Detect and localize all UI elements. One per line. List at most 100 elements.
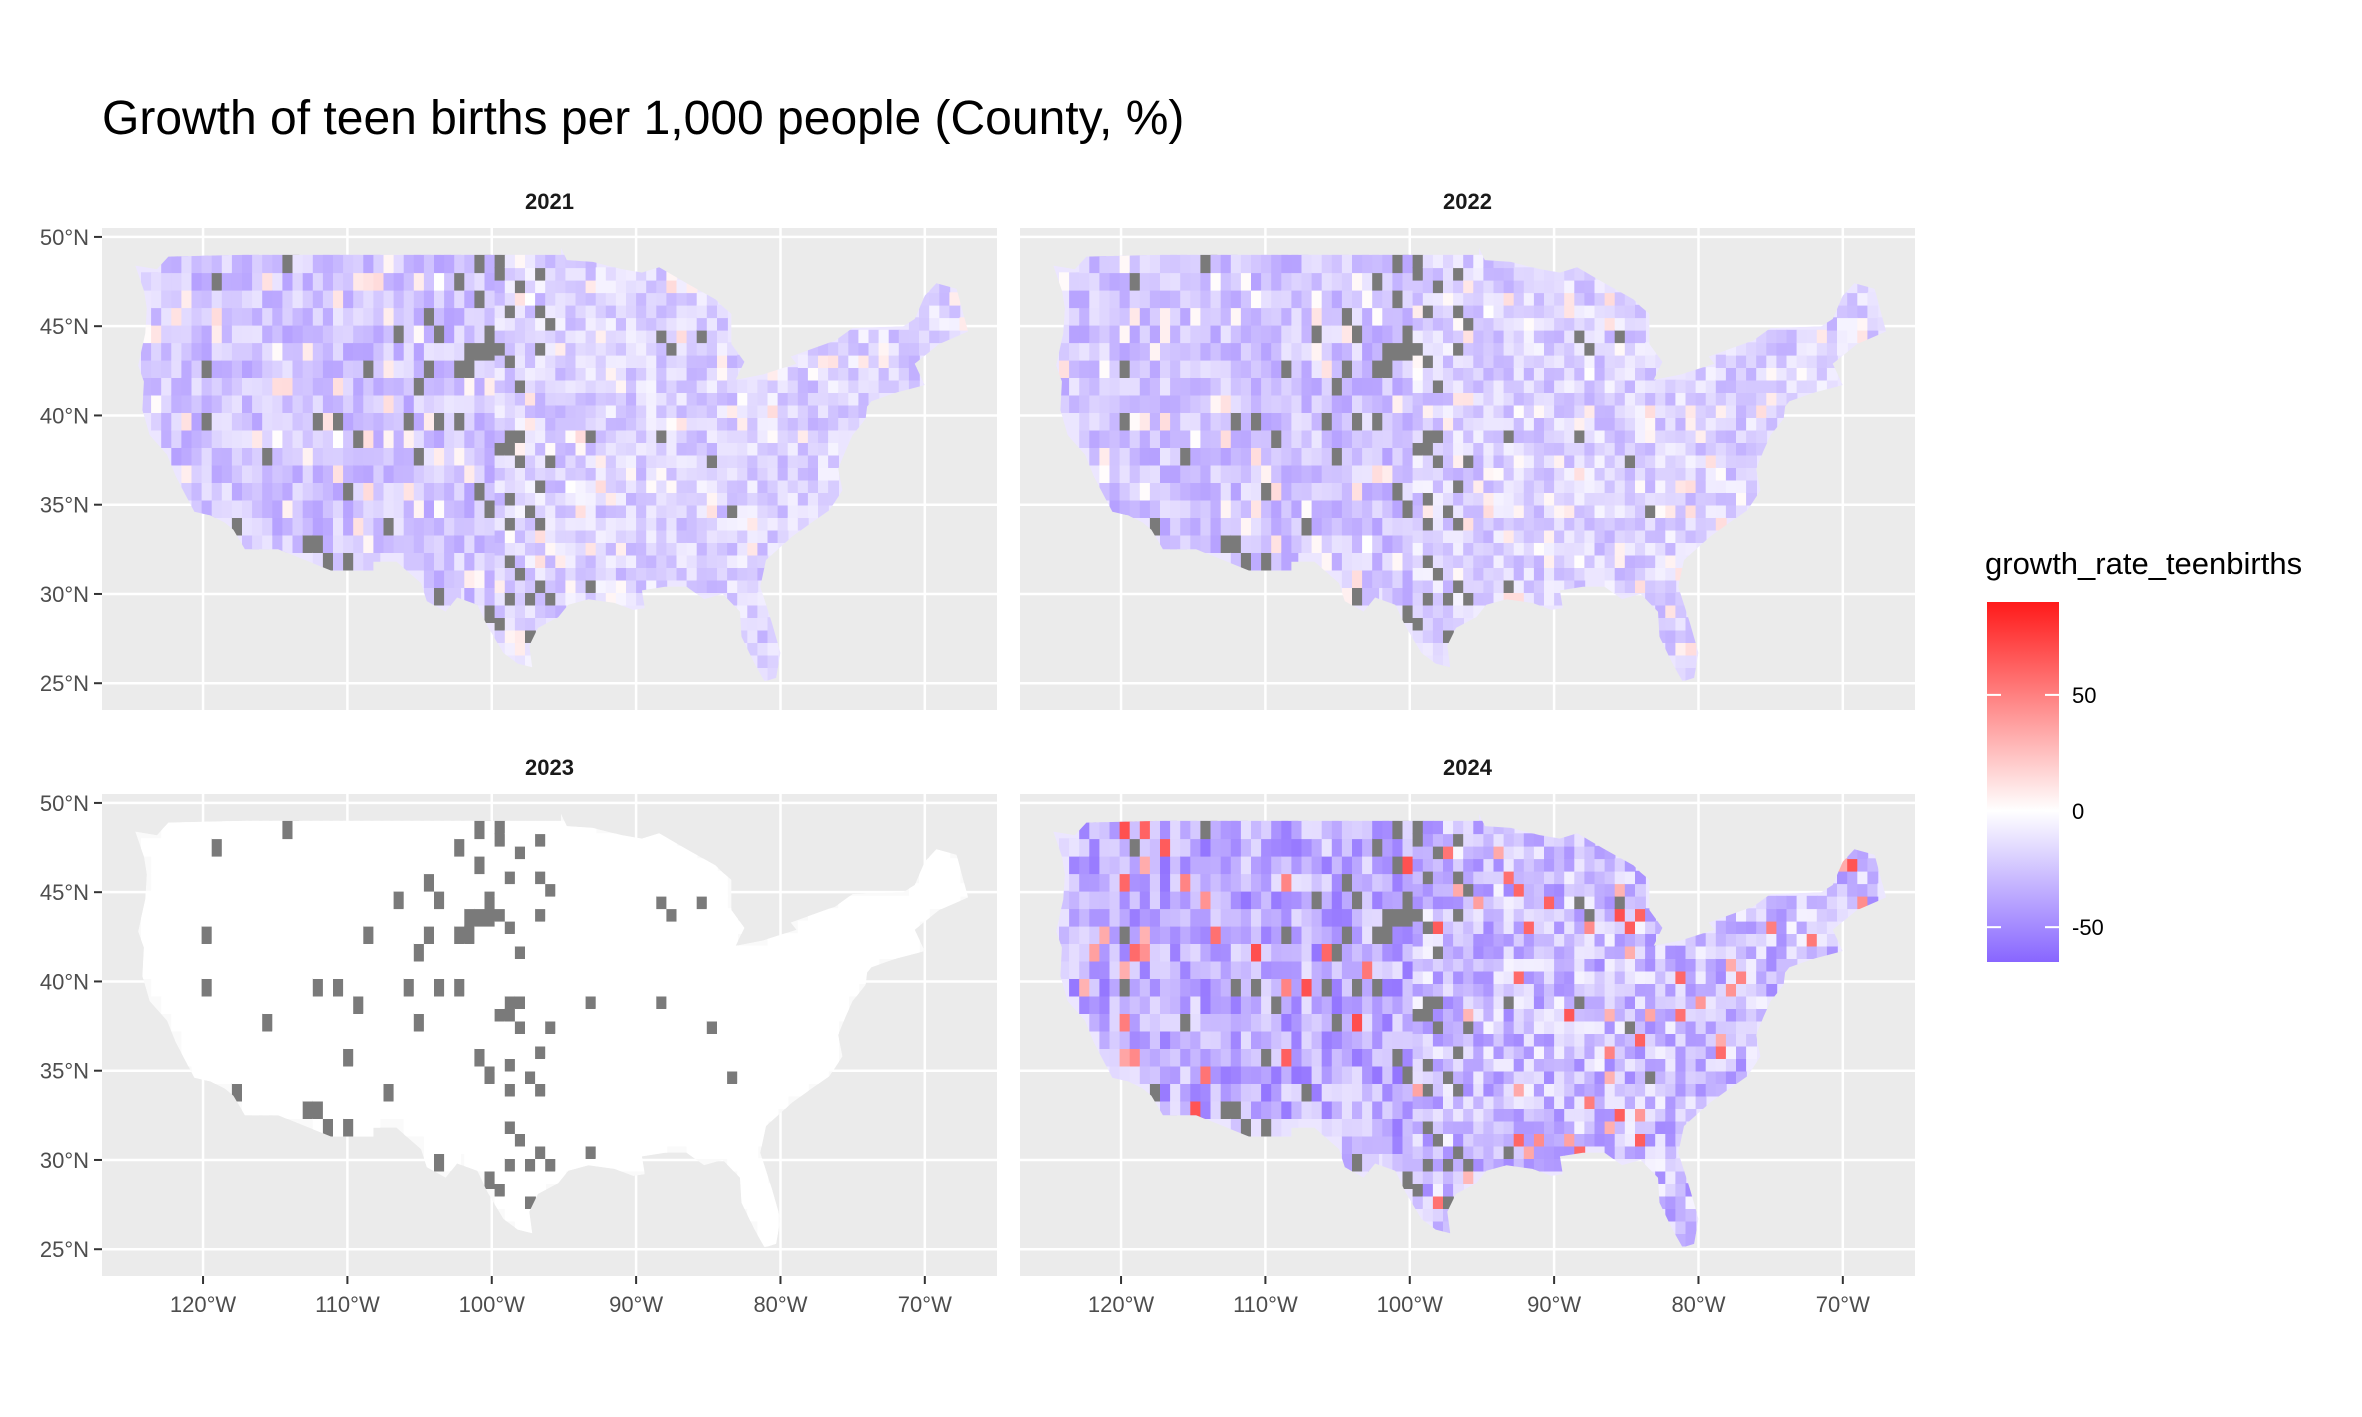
y-tick-label: 50°N	[40, 791, 89, 816]
county-cell	[494, 945, 506, 959]
county-cell	[848, 958, 860, 972]
county-cell	[1816, 329, 1828, 344]
county-cell	[595, 945, 607, 959]
county-cell	[585, 404, 597, 418]
county-cell	[535, 504, 546, 518]
county-cell	[626, 1033, 637, 1047]
county-cell	[1503, 442, 1515, 456]
county-cell	[555, 983, 567, 997]
county-cell	[595, 517, 607, 531]
county-cell	[686, 579, 698, 593]
county-cell	[666, 870, 678, 885]
county-cell	[1523, 329, 1535, 344]
county-cell	[595, 870, 607, 885]
county-cell	[545, 895, 557, 910]
county-cell	[747, 379, 759, 393]
county-cell	[1453, 417, 1464, 431]
county-cell	[646, 845, 658, 860]
county-cell	[1554, 379, 1565, 393]
county-cell	[1432, 329, 1444, 344]
county-cell	[706, 895, 718, 910]
county-cell	[717, 1058, 728, 1072]
county-cell	[535, 454, 546, 468]
county-cell	[1655, 604, 1667, 618]
county-cell	[818, 920, 829, 934]
county-cell	[646, 317, 658, 331]
county-cell	[858, 895, 870, 910]
county-cell	[1816, 342, 1828, 356]
county-cell	[797, 970, 809, 984]
county-cell	[1463, 342, 1475, 356]
county-cell	[1584, 517, 1596, 531]
county-cell	[626, 479, 637, 493]
county-cell	[535, 945, 546, 959]
county-missing	[1443, 592, 1454, 606]
county-missing	[666, 908, 678, 922]
county-cell	[646, 479, 658, 493]
county-cell	[545, 392, 557, 406]
county-cell	[787, 970, 799, 984]
county-cell	[696, 858, 708, 872]
county-cell	[1624, 492, 1636, 506]
county-cell	[747, 1195, 759, 1209]
county-cell	[757, 392, 769, 406]
county-missing	[535, 267, 546, 281]
county-cell	[1695, 417, 1707, 431]
county-cell	[585, 945, 597, 959]
county-cell	[1604, 529, 1616, 543]
county-cell	[1675, 667, 1687, 681]
county-cell	[696, 1083, 708, 1097]
county-cell	[737, 517, 749, 531]
county-cell	[1513, 354, 1525, 368]
county-cell	[595, 858, 607, 872]
county-cell	[504, 958, 516, 972]
county-cell	[1665, 429, 1677, 443]
county-cell	[504, 367, 516, 381]
county-cell	[656, 554, 668, 568]
county-cell	[646, 1033, 658, 1047]
county-cell	[727, 983, 738, 997]
county-cell	[656, 492, 668, 506]
county-cell	[656, 1083, 668, 1097]
county-cell	[1412, 354, 1424, 368]
county-cell	[535, 1133, 546, 1147]
county-cell	[1412, 492, 1424, 506]
county-cell	[605, 454, 617, 468]
county-cell	[1432, 617, 1444, 631]
county-cell	[706, 492, 718, 506]
county-cell	[585, 554, 597, 568]
county-cell	[595, 1058, 607, 1072]
county-cell	[727, 454, 738, 468]
county-cell	[1665, 592, 1677, 606]
county-cell	[757, 1233, 769, 1247]
county-cell	[706, 417, 718, 431]
county-cell	[737, 529, 749, 543]
county-cell	[747, 592, 759, 606]
county-cell	[1513, 292, 1525, 306]
county-cell	[525, 1145, 536, 1159]
county-cell	[494, 983, 506, 997]
county-missing	[585, 429, 597, 443]
county-cell	[1483, 542, 1495, 556]
county-cell	[504, 1195, 516, 1209]
county-cell	[666, 567, 678, 581]
county-cell	[605, 592, 617, 606]
county-cell	[929, 858, 941, 872]
county-cell	[696, 1133, 708, 1147]
county-cell	[1554, 267, 1565, 281]
county-cell	[585, 970, 597, 984]
county-cell	[929, 870, 941, 885]
county-cell	[1614, 404, 1626, 418]
county-cell	[1877, 317, 1887, 331]
county-cell	[605, 833, 617, 847]
county-cell	[504, 1133, 516, 1147]
county-cell	[1503, 317, 1515, 331]
county-cell	[504, 820, 516, 835]
county-cell	[504, 1108, 516, 1122]
county-cell	[605, 467, 617, 481]
county-cell	[494, 1058, 506, 1072]
county-cell	[828, 983, 839, 997]
county-cell	[525, 542, 536, 556]
county-cell	[514, 642, 526, 656]
county-cell	[1655, 592, 1667, 606]
